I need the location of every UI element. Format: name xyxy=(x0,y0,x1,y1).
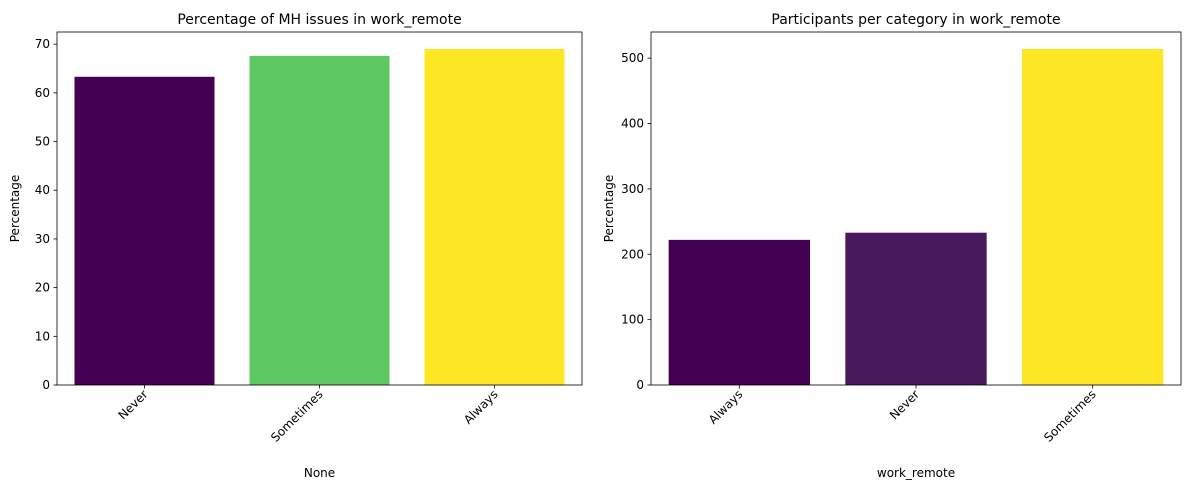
y-tick-label: 100 xyxy=(621,313,644,327)
y-tick-label: 0 xyxy=(636,378,644,392)
y-tick-label: 200 xyxy=(621,247,644,261)
bar-never xyxy=(74,76,215,385)
bar-always xyxy=(668,239,810,385)
y-tick-label: 70 xyxy=(35,37,50,51)
bar-sometimes xyxy=(1022,48,1164,385)
x-tick-label: Always xyxy=(706,387,746,427)
x-tick-label: Sometimes xyxy=(268,387,326,445)
x-axis-label: work_remote xyxy=(877,466,955,480)
y-tick-label: 20 xyxy=(35,281,50,295)
chart-title: Percentage of MH issues in work_remote xyxy=(177,12,461,28)
y-tick-label: 40 xyxy=(35,183,50,197)
x-tick-label: Sometimes xyxy=(1041,387,1099,445)
chart-panel-1: 0 10 20 30 40 50 60 70 Never Sometimes Always Perce… xyxy=(8,12,583,480)
bar-never xyxy=(845,232,987,385)
y-tick-label: 300 xyxy=(621,182,644,196)
chart-panel-2: 0 100 200 300 400 500 Always Never Sometimes Part… xyxy=(602,12,1182,480)
x-tick-label: Never xyxy=(115,387,150,422)
bar-sometimes xyxy=(249,55,390,385)
chart-title: Participants per category in work_remote xyxy=(771,12,1060,28)
bar-always xyxy=(424,49,565,385)
x-tick-label: Never xyxy=(887,387,922,422)
y-tick-label: 50 xyxy=(35,135,50,149)
y-tick-label: 60 xyxy=(35,86,50,100)
y-tick-label: 400 xyxy=(621,117,644,131)
y-axis-label: Percentage xyxy=(8,175,22,243)
x-tick-label: Always xyxy=(461,387,501,427)
y-tick-label: 0 xyxy=(42,378,50,392)
y-tick-label: 10 xyxy=(35,329,50,343)
y-axis-label: Percentage xyxy=(602,175,616,243)
y-tick-label: 30 xyxy=(35,232,50,246)
x-axis-label: None xyxy=(304,466,335,480)
y-tick-label: 500 xyxy=(621,51,644,65)
